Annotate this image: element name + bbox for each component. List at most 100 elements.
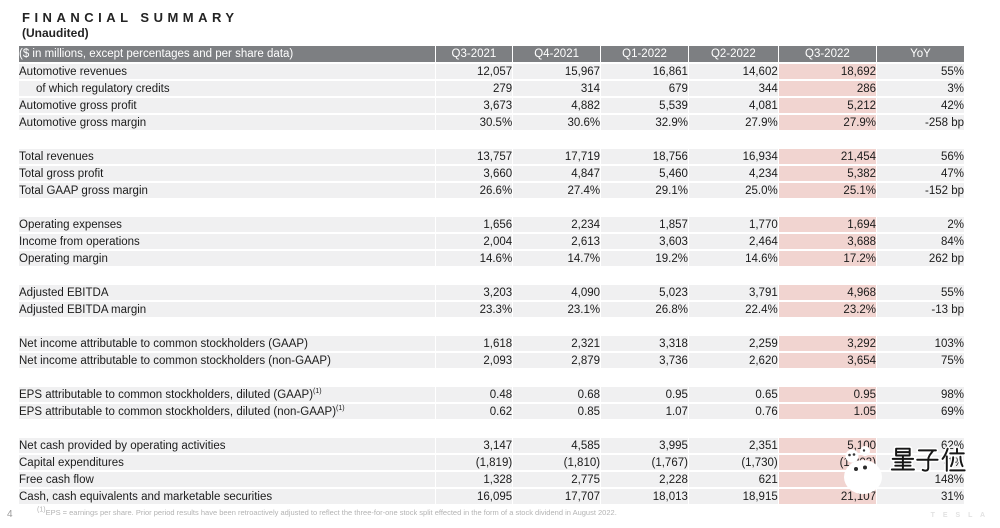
cell-q3-2021: 3,660 [435,166,513,181]
table-row: Net income attributable to common stockh… [19,353,964,368]
cell-q3-2022: 21,454 [778,149,877,164]
cell-q2-2022: 4,081 [688,98,778,113]
table-row: EPS attributable to common stockholders,… [19,387,964,402]
cell-q3-2022: 18,692 [778,64,877,79]
cell-yoy: 42% [877,98,964,113]
cell-q3-2021: 2,004 [435,234,513,249]
cell-q3-2021: (1,819) [435,455,513,470]
cell-q4-2021: 17,719 [513,149,601,164]
table-row: Capital expenditures (1,819) (1,810) (1,767… [19,455,964,470]
cell-q3-2021: 14.6% [435,251,513,266]
table-row: Net income attributable to common stockh… [19,336,964,351]
column-header: Q2-2022 [688,46,778,62]
cell-q2-2022: 27.9% [688,115,778,130]
cell-q2-2022: 344 [688,81,778,96]
tesla-wordmark: T E S L A [930,512,988,519]
cell-yoy: 103% [877,336,964,351]
cell-q1-2022: 3,318 [601,336,688,351]
table-row: Operating expenses 1,656 2,234 1,857 1,770 1,… [19,217,964,232]
row-label: Automotive gross margin [19,115,435,130]
cell-q2-2022: 14,602 [688,64,778,79]
cell-q2-2022: 18,915 [688,489,778,504]
row-label: EPS attributable to common stockholders,… [19,387,435,402]
cell-q2-2022: 2,351 [688,438,778,453]
cell-yoy: 98% [877,387,964,402]
cell-q3-2022: 3,654 [778,353,877,368]
page-subtitle: (Unaudited) [22,26,89,40]
cell-q4-2021: (1,810) [513,455,601,470]
cell-q2-2022: 22.4% [688,302,778,317]
cell-q1-2022: 5,539 [601,98,688,113]
column-header: Q3-2021 [435,46,513,62]
financial-summary-table: ($ in millions, except percentages and p… [18,44,965,506]
table-row: Adjusted EBITDA margin 23.3% 23.1% 26.8% 22.… [19,302,964,317]
cell-yoy: -13 bp [877,302,964,317]
cell-q3-2021: 26.6% [435,183,513,198]
cell-q3-2022: (1,803) [778,455,877,470]
cell-q1-2022: 18,013 [601,489,688,504]
cell-yoy: 31% [877,489,964,504]
cell-q3-2021: 1,618 [435,336,513,351]
table-row: Total revenues 13,757 17,719 18,756 16,934 21… [19,149,964,164]
cell-yoy: 2% [877,217,964,232]
table-row: of which regulatory credits 279 314 679 344 2… [19,81,964,96]
table-row: Automotive gross profit 3,673 4,882 5,539 4,… [19,98,964,113]
cell-q1-2022: 18,756 [601,149,688,164]
column-header: Q1-2022 [601,46,688,62]
cell-yoy: 3% [877,81,964,96]
cell-q3-2021: 3,147 [435,438,513,453]
cell-q4-2021: 2,775 [513,472,601,487]
cell-q1-2022: 5,460 [601,166,688,181]
cell-q4-2021: 17,707 [513,489,601,504]
row-label: Automotive gross profit [19,98,435,113]
cell-q1-2022: 3,603 [601,234,688,249]
cell-q1-2022: 2,228 [601,472,688,487]
cell-q3-2022: 1,694 [778,217,877,232]
row-label: EPS attributable to common stockholders,… [19,404,435,419]
cell-q3-2022: 0.95 [778,387,877,402]
cell-yoy: 55% [877,64,964,79]
cell-q1-2022: 679 [601,81,688,96]
cell-q4-2021: 0.85 [513,404,601,419]
cell-q4-2021: 30.6% [513,115,601,130]
row-label: Cash, cash equivalents and marketable se… [19,489,435,504]
cell-yoy: -152 bp [877,183,964,198]
cell-q3-2022: 3,292 [778,336,877,351]
cell-q2-2022: 0.65 [688,387,778,402]
cell-q4-2021: 14.7% [513,251,601,266]
row-label: of which regulatory credits [19,81,435,96]
cell-q4-2021: 15,967 [513,64,601,79]
cell-q3-2021: 23.3% [435,302,513,317]
cell-q2-2022: 2,259 [688,336,778,351]
table-body: Automotive revenues 12,057 15,967 16,861 14,… [19,64,964,504]
footnote-text: EPS = earnings per share. Prior period r… [45,508,617,517]
cell-yoy: 56% [877,149,964,164]
cell-q3-2021: 3,203 [435,285,513,300]
cell-q4-2021: 27.4% [513,183,601,198]
row-label: Automotive revenues [19,64,435,79]
cell-q3-2022: 4,968 [778,285,877,300]
cell-q1-2022: 3,995 [601,438,688,453]
cell-q4-2021: 2,321 [513,336,601,351]
table-row: Income from operations 2,004 2,613 3,603 2,4… [19,234,964,249]
table-row: EPS attributable to common stockholders,… [19,404,964,419]
cell-q4-2021: 0.68 [513,387,601,402]
row-label: Operating margin [19,251,435,266]
cell-yoy: 84% [877,234,964,249]
row-label: Total GAAP gross margin [19,183,435,198]
row-label: Net cash provided by operating activitie… [19,438,435,453]
cell-yoy: -258 bp [877,115,964,130]
cell-q3-2021: 1,328 [435,472,513,487]
block-spacer [19,319,964,334]
row-label: Operating expenses [19,217,435,232]
row-label: Free cash flow [19,472,435,487]
cell-q2-2022: 25.0% [688,183,778,198]
cell-q1-2022: 26.8% [601,302,688,317]
table-row: Total gross profit 3,660 4,847 5,460 4,234 5,… [19,166,964,181]
cell-q4-2021: 4,585 [513,438,601,453]
cell-q3-2022: 3,297 [778,472,877,487]
row-label: Total gross profit [19,166,435,181]
cell-q4-2021: 2,879 [513,353,601,368]
cell-q2-2022: 621 [688,472,778,487]
